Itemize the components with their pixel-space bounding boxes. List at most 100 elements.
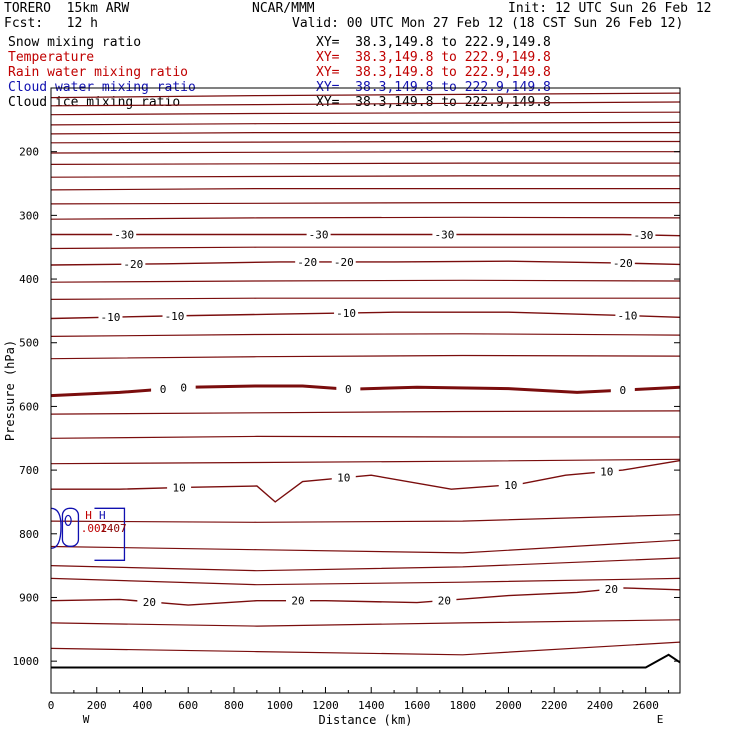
isotherm-label-bg (112, 228, 137, 241)
isotherm-label-bg (599, 583, 624, 596)
x-tick-label: 400 (133, 699, 153, 712)
model-title: TORERO 15km ARW (4, 1, 130, 16)
x-tick-label: 2600 (632, 699, 659, 712)
background-isotherm (50, 140, 680, 144)
background-isotherm (50, 514, 681, 523)
isotherm-10 (51, 459, 681, 503)
background-isotherm (50, 577, 681, 586)
isotherm-label-bg (498, 478, 523, 491)
isotherm-label: -10 (165, 310, 185, 323)
snow-max-marker: H (99, 509, 106, 522)
background-isotherm (50, 202, 680, 205)
background-isotherm (50, 297, 680, 300)
x-tick-label: 0 (48, 699, 55, 712)
rain-max-value: .002 (81, 522, 108, 535)
field-snow-xy: XY= 38.3,149.8 to 222.9,149.8 (316, 35, 551, 50)
x-tick-label: 2400 (587, 699, 614, 712)
background-isotherm (50, 458, 681, 465)
isotherm-label: 20 (143, 596, 156, 609)
background-isotherm (50, 216, 681, 220)
background-isotherm (50, 641, 681, 656)
isotherm-label-bg (295, 255, 320, 268)
isotherm-label: -10 (101, 311, 121, 324)
isotherm-label: 20 (605, 583, 618, 596)
isotherm-label-bg (334, 306, 359, 319)
valid-time: Valid: 00 UTC Mon 27 Feb 12 (18 CST Sun … (292, 16, 684, 31)
background-isotherm (50, 410, 681, 415)
field-temperature-name: Temperature (8, 50, 95, 65)
plot-frame (50, 87, 681, 694)
isotherm-label-bg (610, 257, 635, 270)
background-isotherm (50, 557, 681, 572)
isotherm-label: -20 (334, 256, 354, 269)
isotherm--30 (51, 233, 681, 237)
isotherm-label: -30 (114, 228, 134, 241)
isotherm-label: 10 (172, 482, 185, 495)
cloud-water-contour (61, 507, 80, 547)
x-tick-label: 2000 (495, 699, 522, 712)
isotherm-label-bg (151, 383, 176, 396)
isotherm-0 (50, 384, 681, 398)
isotherm-label: 10 (337, 472, 350, 485)
isotherm-label-bg (331, 255, 356, 268)
isotherm--10 (50, 311, 681, 320)
background-isotherm (50, 121, 681, 126)
x-tick-label: 1400 (358, 699, 385, 712)
background-isotherm (50, 151, 680, 154)
isotherm-label: 20 (438, 594, 451, 607)
isotherm-label: -10 (617, 310, 637, 323)
isotherm-label: 10 (504, 479, 517, 492)
field-temperature-xy: XY= 38.3,149.8 to 222.9,149.8 (316, 50, 551, 65)
isotherm-label-bg (331, 471, 356, 484)
isotherm-label-bg (306, 228, 331, 241)
isotherm-label: -20 (613, 257, 633, 270)
background-isotherm (50, 333, 681, 337)
isotherm-label: -10 (336, 307, 356, 320)
background-isotherm (50, 101, 681, 107)
y-tick-label: 800 (19, 528, 39, 541)
background-isotherm (50, 435, 680, 439)
forecast-hour: Fcst: 12 h (4, 16, 98, 31)
isotherm-label: -30 (434, 228, 454, 241)
field-snow-name: Snow mixing ratio (8, 35, 142, 50)
field-rain-xy: XY= 38.3,149.8 to 222.9,149.8 (316, 65, 551, 80)
isotherm-label: -20 (123, 258, 143, 271)
field-cloudwater-name: Cloud water mixing ratio (8, 80, 196, 95)
isotherm-label: 0 (180, 382, 187, 395)
background-isotherm (50, 188, 680, 191)
isotherm-label-bg (171, 381, 196, 394)
y-tick-label: 600 (19, 400, 39, 413)
isotherm-label: 0 (345, 383, 352, 396)
y-tick-label: 1000 (13, 655, 40, 668)
isotherm-label-bg (432, 228, 457, 241)
cloud-water-contour (94, 507, 126, 561)
isotherm--20 (50, 260, 681, 266)
background-isotherm (50, 619, 681, 627)
y-axis-label: Pressure (hPa) (3, 340, 17, 441)
background-isotherm (50, 354, 681, 360)
x-tick-label: 1000 (266, 699, 293, 712)
y-tick-label: 300 (19, 209, 39, 222)
background-isotherm (50, 175, 680, 178)
init-time: Init: 12 UTC Sun 26 Feb 12 (508, 1, 712, 16)
field-rain-name: Rain water mixing ratio (8, 65, 189, 80)
x-tick-label: 600 (178, 699, 198, 712)
isotherm-label: 0 (160, 383, 167, 396)
east-label: E (657, 713, 664, 726)
rain-max-marker: H (85, 509, 92, 522)
isotherm-label: -30 (633, 229, 653, 242)
cloud-water-contour (50, 507, 62, 549)
isotherm-label-bg (162, 309, 187, 322)
isotherm-label-bg (610, 384, 635, 397)
org-label: NCAR/MMM (252, 1, 315, 16)
isotherm-label-bg (137, 595, 162, 608)
isotherm-label-bg (615, 309, 640, 322)
background-isotherm (50, 111, 681, 116)
isotherm-label: 10 (600, 466, 613, 479)
isotherm-label-bg (121, 258, 146, 271)
background-isotherm (50, 279, 681, 283)
isotherm-label: -20 (297, 256, 317, 269)
isotherm-label: 20 (291, 595, 304, 608)
x-tick-label: 1800 (449, 699, 476, 712)
